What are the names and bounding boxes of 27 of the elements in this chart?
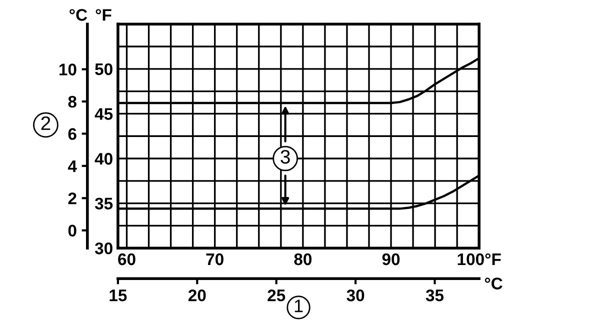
y2-tick-label: 6 [68, 128, 76, 140]
y2-tick-label: 10 [59, 64, 76, 76]
y-tick-label: 45 [94, 108, 113, 120]
x-tick-label: 80 [294, 253, 312, 266]
y-tick-label: 30 [94, 242, 112, 254]
text: 2 [41, 116, 50, 130]
x2-tick-label: 35 [426, 290, 444, 302]
x-axis-title: 1 [294, 300, 303, 312]
y-tick-label: 50 [95, 63, 112, 76]
y2-axis-title: °C [70, 9, 88, 21]
x-tick-label: 60 [118, 253, 136, 266]
annotation: 3 [280, 150, 290, 164]
y-tick-label: 40 [94, 152, 112, 165]
y2-tick-label: 2 [68, 192, 76, 204]
y2-tick-label: 0 [68, 224, 76, 237]
x-tick-label: 90 [382, 253, 400, 266]
x2-tick-label: 20 [188, 290, 206, 302]
x2-tick-label: 30 [346, 290, 364, 302]
y-axis-title: °F [96, 9, 112, 21]
x2-axis-title: °C [484, 278, 502, 290]
x-tick-label: 70 [206, 253, 224, 266]
y2-tick-label: 8 [68, 96, 76, 108]
x2-tick-label: 15 [110, 290, 127, 302]
x2-tick-label: 25 [268, 290, 286, 302]
x-tick-label: 100°F [458, 253, 501, 266]
y-tick-label: 35 [94, 198, 113, 210]
y2-tick-label: 4 [68, 160, 77, 172]
